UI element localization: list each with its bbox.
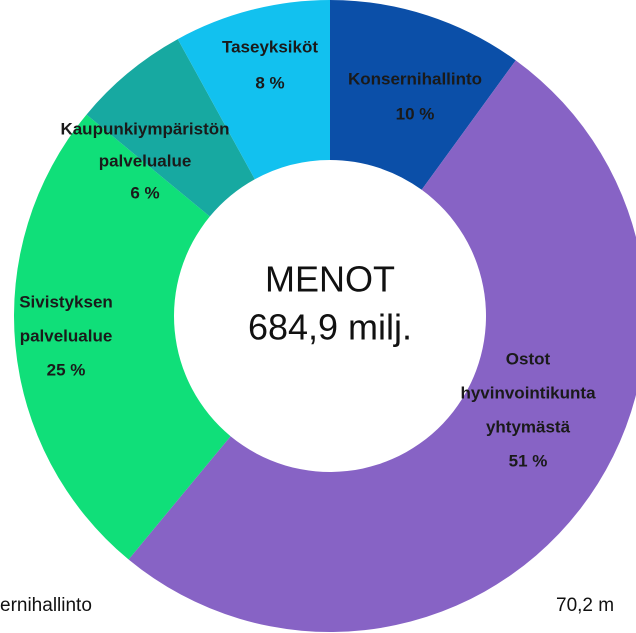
- segment-value-label: 8 %: [255, 73, 284, 92]
- center-title: MENOT: [265, 259, 395, 300]
- segment-name: palvelualue: [99, 151, 192, 170]
- segment-name: Sivistyksen: [19, 292, 113, 311]
- segment-name: Konsernihallinto: [348, 69, 482, 88]
- segment-value-label: 25 %: [47, 360, 86, 379]
- segment-value-label: 6 %: [130, 183, 159, 202]
- segment-name: yhtymästä: [486, 417, 571, 436]
- segment-name: palvelualue: [20, 326, 113, 345]
- ring: [13, 0, 636, 632]
- donut-segment: [177, 0, 330, 180]
- footer-text: 70,2 m: [556, 595, 614, 616]
- segment-name: Kaupunkiympäristön: [60, 119, 229, 138]
- segment-value-label: 10 %: [396, 104, 435, 123]
- footer-text: ernihallinto: [0, 595, 92, 616]
- segment-value-label: 51 %: [509, 451, 548, 470]
- segment-name: Taseyksiköt: [222, 37, 318, 56]
- segment-name: hyvinvointikunta: [460, 383, 596, 402]
- segment-name: Ostot: [506, 349, 551, 368]
- donut-segment: [330, 0, 516, 190]
- donut-segment: [128, 60, 636, 632]
- center-total: 684,9 milj.: [248, 307, 412, 348]
- donut-segment: [86, 39, 255, 217]
- donut-segment: [13, 114, 231, 560]
